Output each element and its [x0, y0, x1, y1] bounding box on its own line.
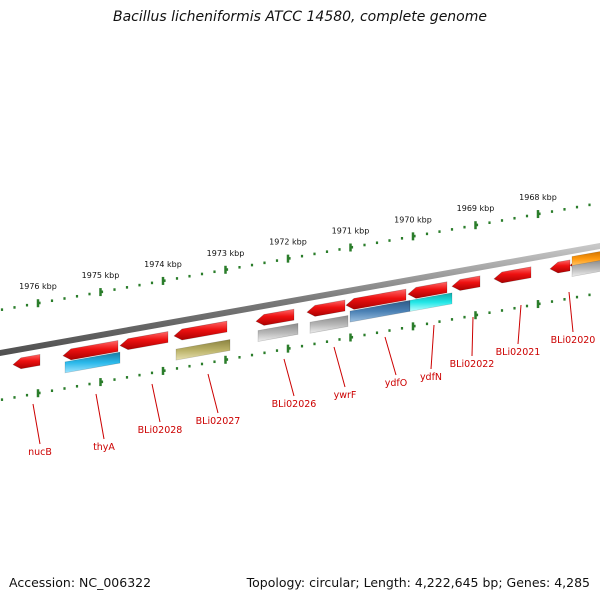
gene-label[interactable]: BLi02022	[450, 359, 495, 370]
gene-callout-line	[333, 346, 346, 388]
cds-arrow[interactable]	[62, 340, 119, 361]
scale-tick-label: 1969 kbp	[457, 204, 495, 213]
scale-tick-label: 1974 kbp	[144, 260, 182, 269]
gene-callout-line	[207, 373, 219, 414]
scale-tick-label: 1975 kbp	[82, 271, 120, 280]
cds-arrow[interactable]	[549, 259, 571, 274]
cds-arrow[interactable]	[255, 308, 295, 326]
scale-tick-label: 1973 kbp	[207, 249, 245, 258]
feature-bar-grey[interactable]	[257, 322, 299, 342]
gene-callout-line	[32, 403, 41, 445]
topology-text: Topology: circular; Length: 4,222,645 bp…	[246, 575, 590, 590]
cds-arrow[interactable]	[407, 281, 448, 299]
feature-bar-grey[interactable]	[309, 315, 349, 334]
scale-tick-label: 1971 kbp	[332, 226, 370, 235]
feature-bar-cyan[interactable]	[409, 292, 453, 312]
gene-label[interactable]: ywrF	[334, 390, 357, 401]
inner-scale-ring	[0, 293, 591, 401]
cds-arrow[interactable]	[119, 331, 169, 350]
gene-label[interactable]: ydfN	[420, 372, 442, 383]
scale-tick-label: 1972 kbp	[269, 238, 307, 247]
scale-tick-label: 1970 kbp	[394, 215, 432, 224]
gene-callout-line	[151, 383, 161, 423]
genome-backbone	[0, 242, 600, 357]
scale-tick-label: 1976 kbp	[19, 282, 57, 291]
gene-label[interactable]: BLi02020	[551, 335, 596, 346]
outer-scale-ring	[0, 203, 591, 311]
gene-label[interactable]: thyA	[93, 442, 115, 453]
gene-label[interactable]: nucB	[28, 447, 52, 458]
cds-arrow[interactable]	[493, 266, 532, 284]
cds-arrow[interactable]	[12, 354, 41, 370]
map-title: Bacillus licheniformis ATCC 14580, compl…	[113, 9, 487, 25]
cds-arrow[interactable]	[173, 320, 228, 341]
gene-callout-line	[95, 393, 105, 440]
feature-bar-olive[interactable]	[175, 339, 231, 361]
gene-callout-line	[384, 336, 397, 376]
gene-label[interactable]: ydfO	[385, 378, 407, 389]
scale-tick-label: 1968 kbp	[519, 193, 557, 202]
gene-label[interactable]: BLi02027	[196, 416, 241, 427]
cds-arrow[interactable]	[451, 275, 481, 291]
gene-callout-line	[568, 291, 574, 333]
feature-bar-grey[interactable]	[571, 260, 600, 277]
gene-label[interactable]: BLi02026	[272, 399, 317, 410]
cds-arrow[interactable]	[345, 288, 407, 310]
gene-callout-line	[471, 316, 474, 357]
gene-callout-line	[283, 358, 295, 397]
cds-arrow[interactable]	[306, 299, 346, 317]
gene-label[interactable]: BLi02021	[496, 347, 541, 358]
gene-label[interactable]: BLi02028	[138, 425, 183, 436]
gene-callout-line	[430, 324, 435, 370]
feature-bar-blue[interactable]	[64, 351, 121, 374]
accession-text: Accession: NC_006322	[9, 575, 152, 590]
gene-callout-line	[517, 304, 522, 345]
